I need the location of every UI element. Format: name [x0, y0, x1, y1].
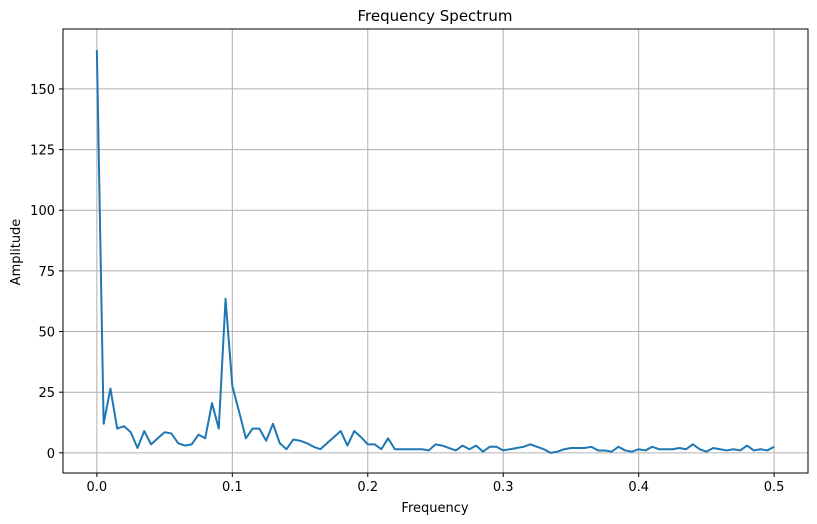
- x-tick-label: 0.2: [357, 480, 378, 495]
- y-tick-label: 125: [30, 144, 55, 159]
- chart-title: Frequency Spectrum: [358, 7, 513, 25]
- y-tick-label: 100: [30, 204, 55, 219]
- x-tick-label: 0.1: [222, 480, 243, 495]
- x-tick-label: 0.0: [87, 480, 108, 495]
- plot-frame: [62, 28, 809, 474]
- grid-lines: [63, 29, 808, 473]
- y-tick-label: 50: [38, 326, 55, 341]
- series-line: [95, 50, 775, 454]
- y-tick-label: 0: [47, 447, 55, 462]
- y-tick-label: 150: [30, 83, 55, 98]
- x-tick-label: 0.4: [628, 480, 649, 495]
- x-axis-label: Frequency: [401, 501, 468, 516]
- axis-ticks: 0.0 0.1 0.2 0.3 0.4 0.5 0 25 50 75 100 125 150: [30, 83, 784, 495]
- y-axis-label: Amplitude: [9, 219, 24, 286]
- y-tick-label: 25: [38, 386, 55, 401]
- x-tick-label: 0.5: [764, 480, 785, 495]
- y-tick-label: 75: [38, 265, 55, 280]
- x-tick-label: 0.3: [493, 480, 514, 495]
